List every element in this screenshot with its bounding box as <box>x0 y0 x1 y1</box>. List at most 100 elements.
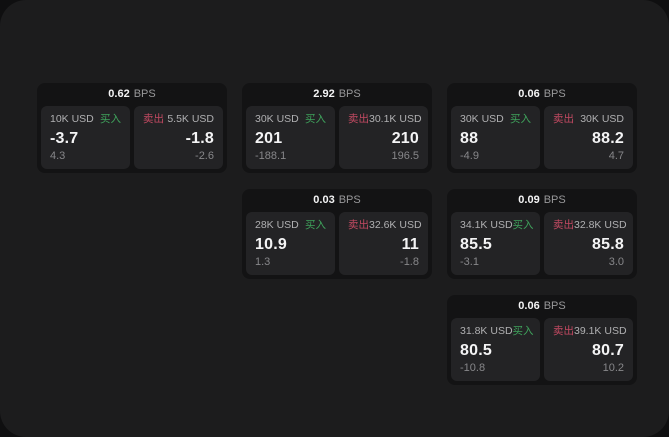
sell-panel-top: 卖出 39.1K USD <box>553 325 627 338</box>
sell-side-label: 卖出 <box>143 113 164 125</box>
buy-price: 88 <box>460 129 479 147</box>
sell-panel[interactable]: 卖出 32.8K USD 85.8 3.0 <box>544 212 633 275</box>
buy-price: -3.7 <box>50 129 79 147</box>
sell-amount: 39.1K USD <box>574 325 627 337</box>
buy-panel-top: 10K USD 买入 <box>50 113 121 126</box>
bps-value: 0.03 <box>313 194 335 206</box>
quote-card: 0.06 BPS 30K USD 买入 88 -4.9 卖出 30K USD 8… <box>447 83 637 173</box>
buy-delta: -3.1 <box>460 256 479 268</box>
sell-panel-top: 卖出 30.1K USD <box>348 113 422 126</box>
buy-delta: 4.3 <box>50 150 66 162</box>
quote-card: 0.03 BPS 28K USD 买入 10.9 1.3 卖出 32.6K US… <box>242 189 432 279</box>
buy-panel[interactable]: 30K USD 买入 88 -4.9 <box>451 106 540 169</box>
sell-panel-top: 卖出 32.6K USD <box>348 219 422 232</box>
bps-value: 0.06 <box>518 300 540 312</box>
quote-card-body: 30K USD 买入 88 -4.9 卖出 30K USD 88.2 4.7 <box>447 106 637 173</box>
buy-price: 10.9 <box>255 235 287 253</box>
buy-price: 85.5 <box>460 235 492 253</box>
quote-card-body: 31.8K USD 买入 80.5 -10.8 卖出 39.1K USD 80.… <box>447 318 637 385</box>
cards-grid: 0.62 BPS 10K USD 买入 -3.7 4.3 卖出 5.5K USD… <box>37 83 637 385</box>
buy-panel-top: 28K USD 买入 <box>255 219 326 232</box>
sell-panel[interactable]: 卖出 32.6K USD 11 -1.8 <box>339 212 428 275</box>
sell-side-label: 卖出 <box>348 219 369 231</box>
quote-card: 0.06 BPS 31.8K USD 买入 80.5 -10.8 卖出 39.1… <box>447 295 637 385</box>
bps-header: 0.62 BPS <box>37 83 227 106</box>
sell-amount: 32.8K USD <box>574 219 627 231</box>
bps-value: 0.09 <box>518 194 540 206</box>
buy-amount: 28K USD <box>255 219 299 231</box>
buy-side-label: 买入 <box>305 219 326 231</box>
bps-unit-label: BPS <box>338 88 361 100</box>
buy-panel-top: 30K USD 买入 <box>460 113 531 126</box>
buy-delta: -188.1 <box>255 150 287 162</box>
sell-side-label: 卖出 <box>553 113 574 125</box>
quote-card-body: 28K USD 买入 10.9 1.3 卖出 32.6K USD 11 -1.8 <box>242 212 432 279</box>
sell-price: -1.8 <box>185 129 214 147</box>
bps-unit-label: BPS <box>543 300 566 312</box>
bps-header: 0.06 BPS <box>447 295 637 318</box>
buy-panel-top: 30K USD 买入 <box>255 113 326 126</box>
sell-side-label: 卖出 <box>553 219 574 231</box>
sell-delta: 196.5 <box>391 150 419 162</box>
bps-header: 0.06 BPS <box>447 83 637 106</box>
bps-unit-label: BPS <box>543 88 566 100</box>
buy-delta: -4.9 <box>460 150 479 162</box>
sell-amount: 32.6K USD <box>369 219 422 231</box>
bps-unit-label: BPS <box>133 88 156 100</box>
buy-amount: 34.1K USD <box>460 219 513 231</box>
sell-panel[interactable]: 卖出 30K USD 88.2 4.7 <box>544 106 633 169</box>
sell-price: 85.8 <box>592 235 624 253</box>
sell-panel[interactable]: 卖出 5.5K USD -1.8 -2.6 <box>134 106 223 169</box>
sell-price: 80.7 <box>592 341 624 359</box>
buy-amount: 30K USD <box>460 113 504 125</box>
buy-panel[interactable]: 31.8K USD 买入 80.5 -10.8 <box>451 318 540 381</box>
sell-panel[interactable]: 卖出 30.1K USD 210 196.5 <box>339 106 428 169</box>
bps-unit-label: BPS <box>338 194 361 206</box>
buy-delta: 1.3 <box>255 256 271 268</box>
bps-header: 0.03 BPS <box>242 189 432 212</box>
sell-panel-top: 卖出 5.5K USD <box>143 113 214 126</box>
sell-delta: 10.2 <box>602 362 624 374</box>
sell-price: 210 <box>391 129 419 147</box>
sell-price: 88.2 <box>592 129 624 147</box>
sell-amount: 5.5K USD <box>167 113 214 125</box>
sell-panel-top: 卖出 30K USD <box>553 113 624 126</box>
buy-side-label: 买入 <box>305 113 326 125</box>
bps-unit-label: BPS <box>543 194 566 206</box>
quote-card-body: 10K USD 买入 -3.7 4.3 卖出 5.5K USD -1.8 -2.… <box>37 106 227 173</box>
sell-panel[interactable]: 卖出 39.1K USD 80.7 10.2 <box>544 318 633 381</box>
sell-amount: 30K USD <box>580 113 624 125</box>
buy-amount: 31.8K USD <box>460 325 513 337</box>
sell-price: 11 <box>401 235 419 253</box>
quote-card: 0.62 BPS 10K USD 买入 -3.7 4.3 卖出 5.5K USD… <box>37 83 227 173</box>
quote-card-body: 30K USD 买入 201 -188.1 卖出 30.1K USD 210 1… <box>242 106 432 173</box>
buy-panel[interactable]: 10K USD 买入 -3.7 4.3 <box>41 106 130 169</box>
buy-panel[interactable]: 30K USD 买入 201 -188.1 <box>246 106 335 169</box>
buy-side-label: 买入 <box>512 219 534 231</box>
sell-delta: 4.7 <box>608 150 624 162</box>
sell-side-label: 卖出 <box>553 325 574 337</box>
buy-amount: 30K USD <box>255 113 299 125</box>
sell-delta: 3.0 <box>608 256 624 268</box>
bps-header: 2.92 BPS <box>242 83 432 106</box>
buy-panel-top: 34.1K USD 买入 <box>460 219 534 232</box>
quote-card-body: 34.1K USD 买入 85.5 -3.1 卖出 32.8K USD 85.8… <box>447 212 637 279</box>
buy-panel[interactable]: 34.1K USD 买入 85.5 -3.1 <box>451 212 540 275</box>
buy-side-label: 买入 <box>512 325 534 337</box>
sell-side-label: 卖出 <box>348 113 369 125</box>
buy-panel-top: 31.8K USD 买入 <box>460 325 534 338</box>
buy-amount: 10K USD <box>50 113 94 125</box>
sell-amount: 30.1K USD <box>369 113 422 125</box>
sell-panel-top: 卖出 32.8K USD <box>553 219 627 232</box>
quote-card: 0.09 BPS 34.1K USD 买入 85.5 -3.1 卖出 32.8K… <box>447 189 637 279</box>
bps-value: 0.62 <box>108 88 130 100</box>
buy-price: 201 <box>255 129 283 147</box>
buy-panel[interactable]: 28K USD 买入 10.9 1.3 <box>246 212 335 275</box>
bps-header: 0.09 BPS <box>447 189 637 212</box>
sell-delta: -2.6 <box>195 150 214 162</box>
bps-value: 2.92 <box>313 88 335 100</box>
sell-delta: -1.8 <box>400 256 419 268</box>
quote-card: 2.92 BPS 30K USD 买入 201 -188.1 卖出 30.1K … <box>242 83 432 173</box>
